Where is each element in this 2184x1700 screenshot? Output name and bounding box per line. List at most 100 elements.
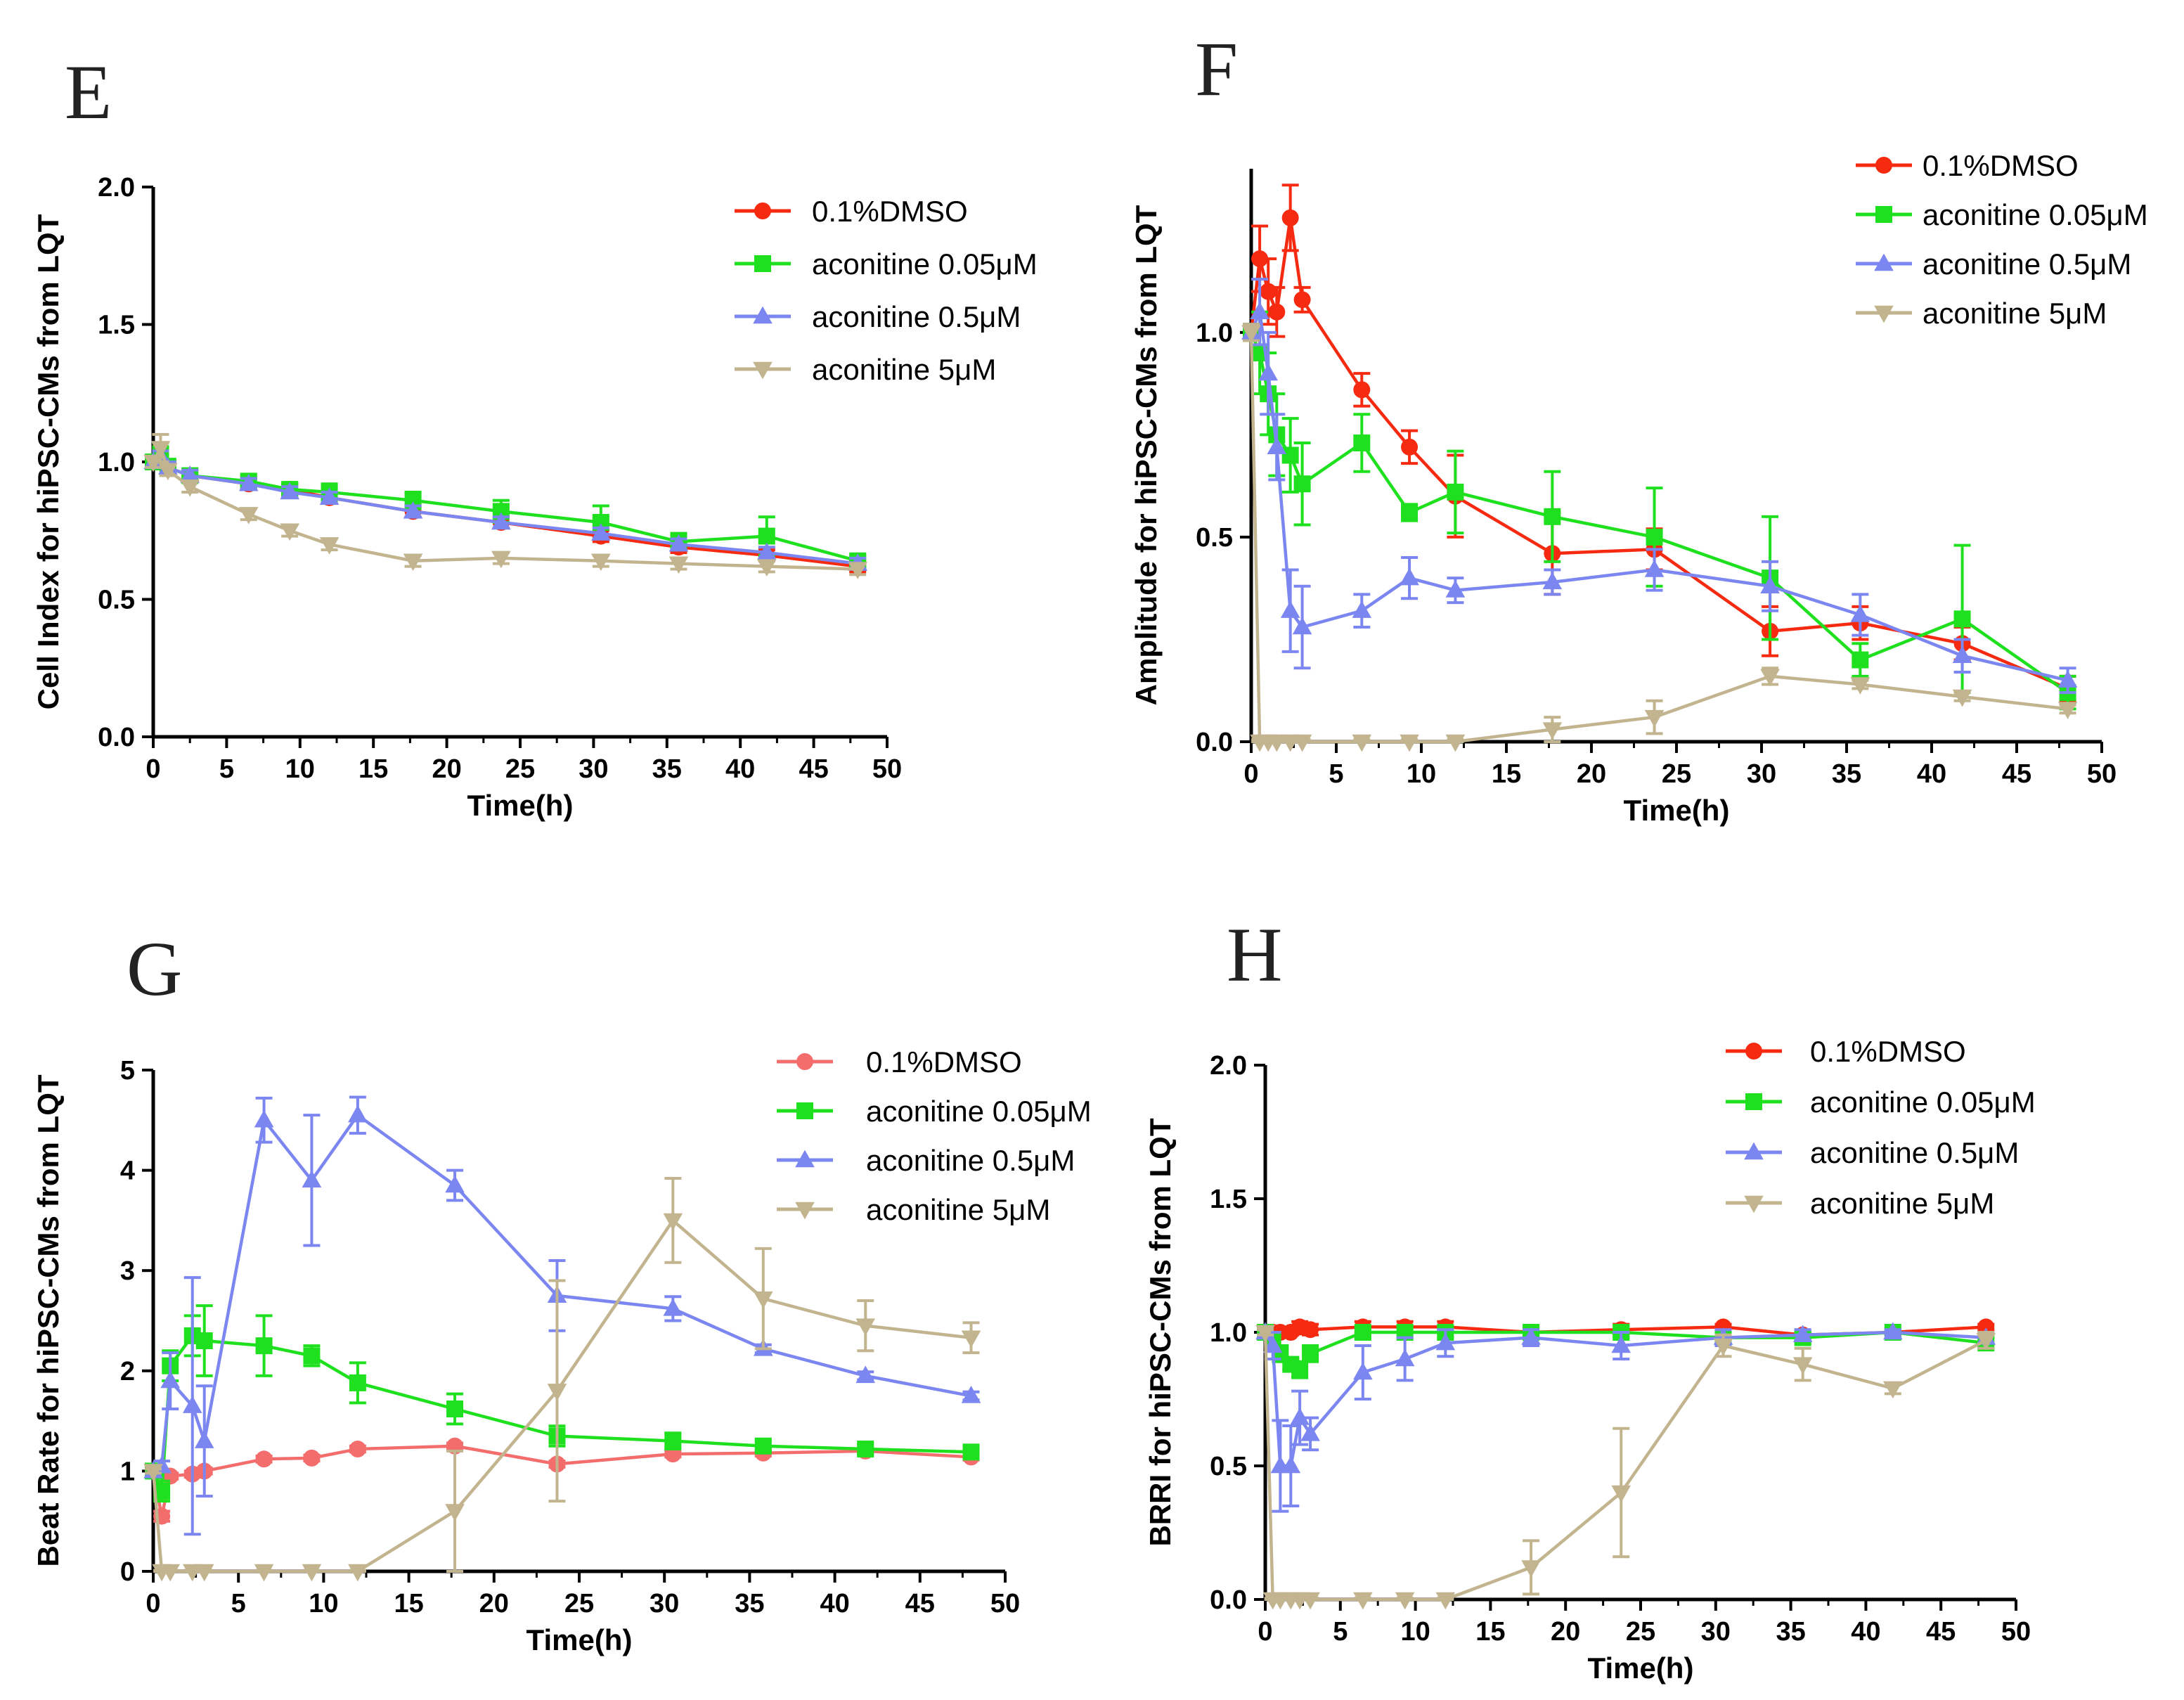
data-point-f-2 <box>1542 572 1563 590</box>
x-tick-label-g: 20 <box>479 1589 509 1618</box>
x-tick-label-h: 20 <box>1551 1617 1580 1647</box>
x-tick-label-e: 40 <box>725 754 755 784</box>
data-point-e-3 <box>280 523 299 541</box>
data-point-f-2 <box>1250 302 1269 319</box>
data-point-f-3 <box>1542 722 1563 740</box>
data-point-e-3 <box>491 550 511 569</box>
series-f-1 <box>1243 310 2076 711</box>
legend-swatch-marker-f-3 <box>1874 305 1894 323</box>
y-tick-label-e: 1.5 <box>98 311 135 340</box>
data-point-f-2 <box>1644 560 1665 577</box>
series-g-3 <box>143 1177 981 1582</box>
x-tick-label-f: 15 <box>1492 759 1521 789</box>
y-tick-label-f: 1.0 <box>1196 318 1233 348</box>
legend-label-f-3: aconitine 5μM <box>1923 297 2107 330</box>
legend-swatch-marker-h-2 <box>1744 1142 1764 1160</box>
y-tick-label-g: 4 <box>120 1157 135 1186</box>
legend-swatch-marker-g-3 <box>795 1202 815 1220</box>
y-tick-label-h: 1.5 <box>1210 1185 1247 1214</box>
data-point-e-3 <box>143 454 163 472</box>
data-point-e-2 <box>280 482 299 500</box>
x-tick-label-e: 5 <box>219 754 234 784</box>
x-tick-label-f: 25 <box>1662 759 1691 789</box>
x-tick-label-f: 45 <box>2002 759 2031 789</box>
data-point-h-1 <box>1291 1361 1309 1379</box>
data-point-h-3 <box>1611 1485 1631 1503</box>
x-tick-label-e: 35 <box>652 754 682 784</box>
legend-swatch-marker-f-1 <box>1875 206 1892 223</box>
x-tick-label-e: 15 <box>358 754 388 784</box>
x-tick-label-h: 50 <box>2001 1617 2031 1647</box>
legend-label-e-1: aconitine 0.05μM <box>812 247 1038 281</box>
data-point-e-2 <box>591 523 611 541</box>
data-point-g-3 <box>663 1213 683 1231</box>
x-tick-label-f: 10 <box>1407 759 1436 789</box>
x-tick-label-g: 5 <box>231 1589 246 1618</box>
legend-label-e-2: aconitine 0.5μM <box>812 300 1021 333</box>
y-tick-label-e: 0.5 <box>98 586 135 615</box>
data-point-f-1 <box>1401 504 1419 521</box>
data-point-f-0 <box>1281 209 1299 226</box>
data-point-g-2 <box>182 1396 202 1413</box>
legend-f: 0.1%DMSO aconitine 0.05μM aconitine 0.5μM a… <box>1856 149 2148 330</box>
data-point-f-3 <box>1292 734 1312 752</box>
data-point-f-2 <box>2057 670 2078 688</box>
data-point-g-1 <box>195 1332 213 1350</box>
x-tick-label-g: 45 <box>905 1589 935 1618</box>
legend-swatch-marker-e-2 <box>753 306 773 324</box>
data-point-g-0 <box>349 1441 366 1458</box>
y-tick-label-e: 0.0 <box>98 723 135 752</box>
series-h-3 <box>1255 1325 1996 1610</box>
chart-panel-f: F 0 5 10 15 20 25 30 35 40 45 50 0.0 0.5 1.0 Time(h) Amp… <box>1130 26 2148 827</box>
data-point-e-2 <box>319 487 340 506</box>
data-point-e-3 <box>756 559 777 577</box>
chart-panel-e: E 0 5 10 15 20 25 30 35 40 45 50 0.0 0.5 1.0 1.5 2.0 Time… <box>32 49 1038 822</box>
data-point-g-1 <box>754 1437 772 1455</box>
data-point-e-3 <box>180 479 200 497</box>
data-point-g-1 <box>664 1432 682 1450</box>
data-point-f-2 <box>1760 576 1780 593</box>
x-tick-label-e: 20 <box>432 754 461 784</box>
data-point-f-2 <box>1850 605 1870 622</box>
data-point-f-2 <box>1400 567 1419 586</box>
data-point-e-3 <box>591 553 611 572</box>
y-tick-label-g: 3 <box>120 1256 135 1286</box>
data-point-f-1 <box>1281 446 1299 464</box>
data-point-e-2 <box>403 501 423 519</box>
x-tick-label-h: 45 <box>1926 1617 1956 1647</box>
data-point-e-2 <box>668 534 689 552</box>
data-point-f-1 <box>1852 651 1869 669</box>
x-tick-label-g: 15 <box>394 1589 423 1618</box>
series-line-g-3 <box>151 1218 971 1573</box>
legend-label-h-3: aconitine 5μM <box>1810 1187 1994 1220</box>
y-tick-label-h: 0.0 <box>1210 1585 1247 1615</box>
legend-label-g-0: 0.1%DMSO <box>866 1045 1022 1078</box>
data-point-f-0 <box>1268 303 1286 321</box>
data-point-g-2 <box>160 1370 181 1389</box>
x-axis-title-g: Time(h) <box>526 1623 633 1656</box>
x-tick-label-g: 25 <box>564 1589 594 1618</box>
data-point-h-0 <box>1302 1321 1319 1339</box>
x-tick-label-e: 50 <box>872 754 902 784</box>
x-tick-label-f: 30 <box>1747 759 1776 789</box>
legend-label-f-1: aconitine 0.05μM <box>1923 198 2148 231</box>
data-point-e-2 <box>180 465 200 483</box>
x-tick-label-f: 5 <box>1329 759 1343 789</box>
legend-swatch-marker-h-1 <box>1745 1093 1762 1110</box>
data-point-f-3 <box>1400 734 1419 752</box>
data-point-g-2 <box>663 1298 683 1316</box>
data-point-g-2 <box>961 1386 981 1403</box>
data-point-g-1 <box>857 1441 874 1458</box>
data-point-g-3 <box>143 1464 163 1481</box>
data-point-h-2 <box>1290 1408 1310 1425</box>
x-tick-label-f: 0 <box>1243 759 1258 789</box>
data-point-h-3 <box>1255 1325 1275 1343</box>
data-point-f-3 <box>1241 325 1261 343</box>
y-tick-label-f: 0.0 <box>1196 728 1233 757</box>
y-tick-label-g: 5 <box>120 1056 135 1086</box>
data-point-f-1 <box>1293 475 1311 493</box>
data-point-e-2 <box>238 473 259 491</box>
x-tick-label-h: 15 <box>1475 1617 1505 1647</box>
data-point-e-3 <box>319 537 340 555</box>
data-point-f-2 <box>1280 600 1300 618</box>
